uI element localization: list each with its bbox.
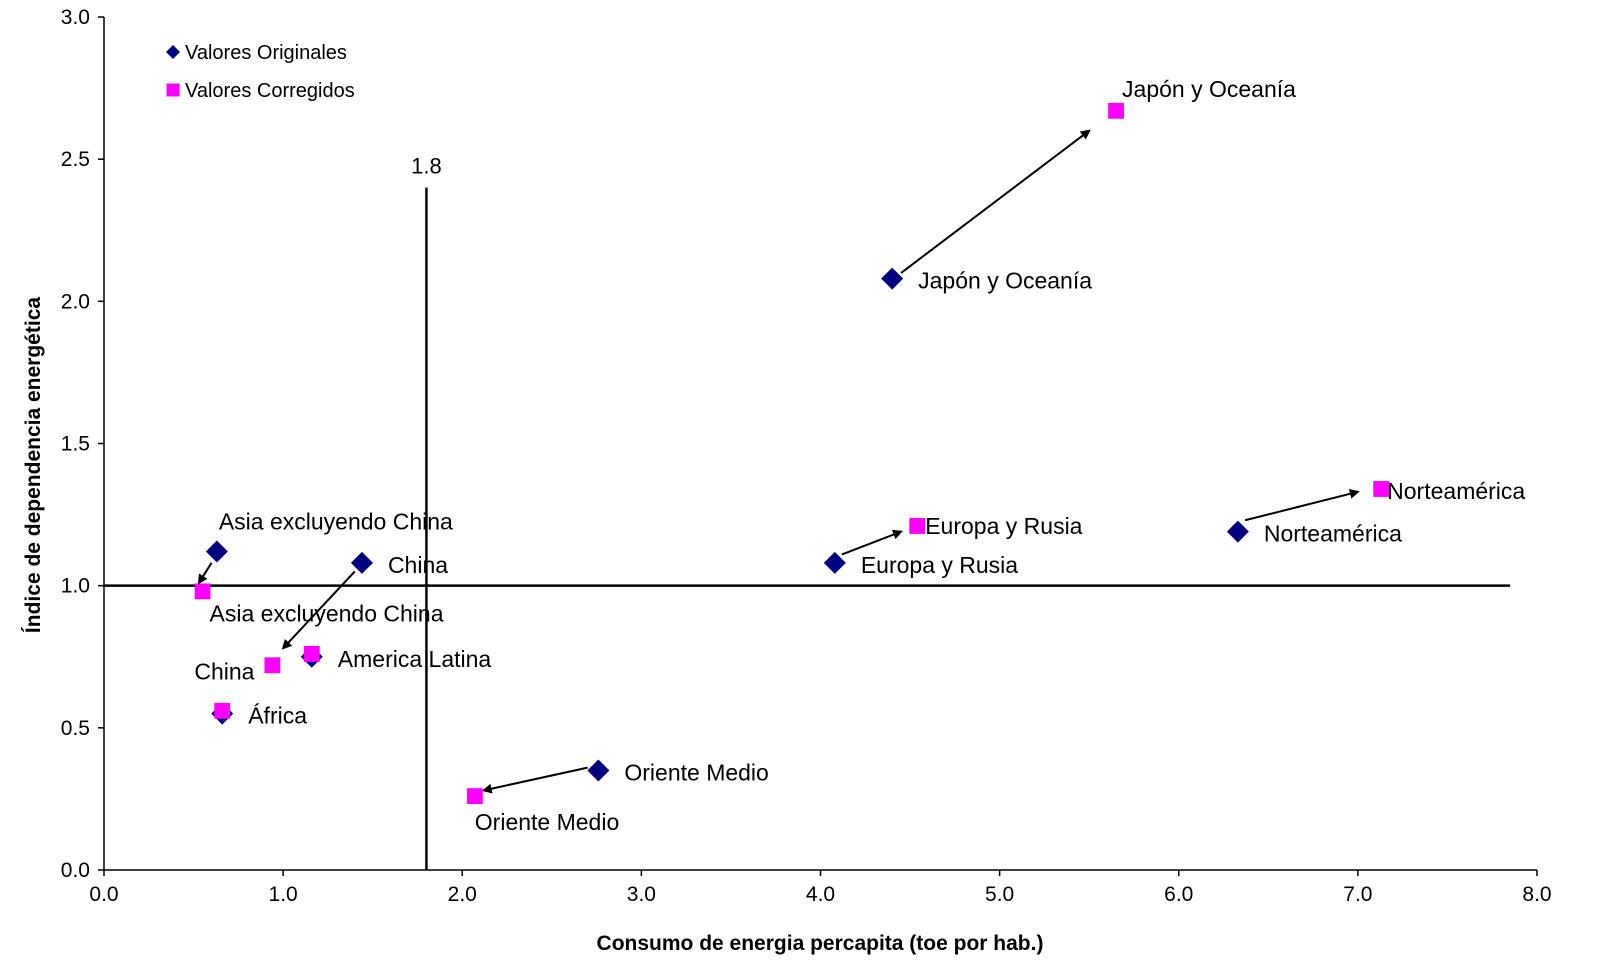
y-tick-label: 1.0 bbox=[61, 575, 90, 598]
corrected-value-point bbox=[303, 645, 320, 662]
x-tick-label: 5.0 bbox=[985, 883, 1014, 906]
original-value-point bbox=[350, 551, 373, 574]
original-value-point bbox=[823, 551, 846, 574]
x-tick-label: 3.0 bbox=[627, 883, 656, 906]
axes bbox=[103, 17, 1537, 871]
reference-lines: 1.8 bbox=[104, 154, 1511, 870]
original-value-point bbox=[881, 267, 904, 290]
y-tick-label: 3.0 bbox=[61, 6, 90, 29]
y-tick-label: 0.5 bbox=[61, 717, 90, 740]
shift-arrow bbox=[481, 766, 588, 794]
point-label: Europa y Rusia bbox=[925, 513, 1082, 539]
x-tick-label: 0.0 bbox=[89, 883, 118, 906]
legend-diamond-marker bbox=[166, 45, 180, 59]
point-label: África bbox=[248, 703, 307, 729]
y-tick-label: 0.0 bbox=[61, 859, 90, 882]
x-axis-title: Consumo de energia percapita (toe por ha… bbox=[597, 932, 1044, 955]
shift-arrow bbox=[281, 570, 356, 650]
point-label: Norteamérica bbox=[1387, 478, 1525, 504]
x-tick-label: 1.0 bbox=[269, 883, 298, 906]
point-label: Oriente Medio bbox=[475, 809, 619, 835]
y-axis-title: Índice de dependencia energética bbox=[22, 297, 45, 633]
legend: Valores Originales Valores Corregidos bbox=[166, 42, 355, 102]
arrows bbox=[197, 129, 1360, 794]
shift-arrow bbox=[900, 129, 1091, 274]
original-value-point bbox=[587, 759, 610, 782]
shift-arrow bbox=[841, 529, 903, 556]
x-tick-label: 8.0 bbox=[1522, 883, 1551, 906]
corrected-value-point bbox=[909, 518, 926, 534]
point-label: America Latina bbox=[338, 646, 492, 672]
point-label: Oriente Medio bbox=[624, 759, 768, 785]
corrected-value-point bbox=[466, 788, 483, 804]
legend-label: Valores Originales bbox=[185, 42, 347, 64]
corrected-value-point bbox=[194, 583, 211, 600]
point-label: Japón y Oceanía bbox=[918, 268, 1092, 294]
corrected-value-point bbox=[264, 657, 281, 674]
data-points bbox=[194, 102, 1390, 804]
shift-arrow bbox=[197, 562, 213, 585]
point-label: Europa y Rusia bbox=[861, 552, 1018, 578]
y-tick-label: 1.5 bbox=[61, 433, 90, 456]
original-value-point bbox=[1226, 520, 1249, 543]
corrected-value-point bbox=[1373, 481, 1390, 497]
point-label: Asia excluyendo China bbox=[210, 600, 444, 626]
y-tick-label: 2.0 bbox=[61, 290, 90, 313]
corrected-value-point bbox=[214, 702, 231, 719]
legend-square-marker bbox=[166, 83, 180, 97]
point-labels: Japón y Oceanía Norteamérica Europa y Rusi… bbox=[194, 76, 1525, 835]
x-tick-label: 2.0 bbox=[448, 883, 477, 906]
legend-label: Valores Corregidos bbox=[185, 80, 355, 102]
original-value-point bbox=[205, 540, 228, 563]
point-label: Japón y Oceanía bbox=[1122, 76, 1296, 102]
x-tick-label: 4.0 bbox=[806, 883, 835, 906]
ticks: 0.0 1.0 2.0 3.0 4.0 5.0 6.0 7.0 8.0 0.0 0.5 1.0 1.5 2… bbox=[61, 6, 1552, 906]
point-label: China bbox=[194, 658, 254, 684]
point-label: China bbox=[388, 552, 448, 578]
vertical-reference-label: 1.8 bbox=[411, 154, 442, 179]
point-label: Norteamérica bbox=[1264, 521, 1402, 547]
shift-arrow bbox=[1244, 488, 1360, 522]
y-tick-label: 2.5 bbox=[61, 148, 90, 171]
x-tick-label: 6.0 bbox=[1164, 883, 1193, 906]
corrected-value-point bbox=[1108, 102, 1124, 119]
x-tick-label: 7.0 bbox=[1343, 883, 1372, 906]
point-label: Asia excluyendo China bbox=[219, 509, 453, 535]
